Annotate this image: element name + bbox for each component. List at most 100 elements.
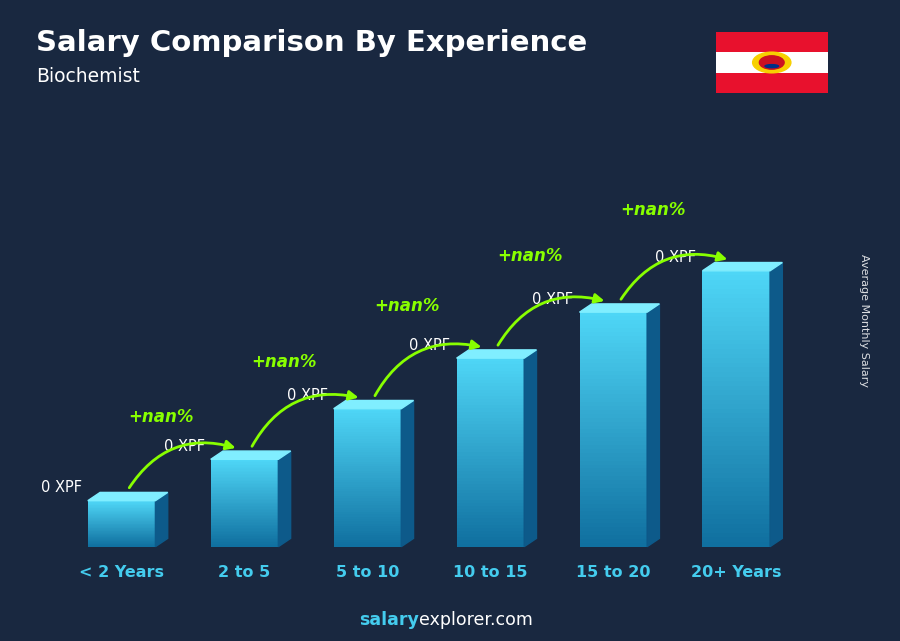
Bar (456, 367, 524, 370)
Bar (334, 429, 401, 432)
Text: +nan%: +nan% (128, 408, 194, 426)
Polygon shape (580, 304, 660, 312)
Bar (702, 492, 770, 496)
Bar (334, 517, 401, 519)
Bar (580, 331, 647, 336)
Bar (580, 504, 647, 508)
Bar (88, 512, 156, 513)
Bar (211, 462, 278, 463)
Bar (211, 504, 278, 506)
Bar (580, 496, 647, 500)
Bar (456, 525, 524, 528)
Bar (456, 358, 524, 362)
Bar (702, 308, 770, 312)
Bar (334, 531, 401, 533)
Bar (334, 470, 401, 473)
Bar (88, 511, 156, 512)
Bar (456, 534, 524, 537)
Bar (456, 396, 524, 399)
Bar (211, 523, 278, 525)
Bar (716, 53, 828, 72)
Bar (334, 445, 401, 448)
Bar (702, 496, 770, 501)
Bar (88, 521, 156, 522)
Bar (702, 285, 770, 289)
Bar (456, 468, 524, 471)
Text: Average Monthly Salary: Average Monthly Salary (859, 254, 869, 387)
Bar (88, 536, 156, 537)
Bar (88, 509, 156, 510)
Bar (334, 415, 401, 418)
Bar (580, 457, 647, 461)
Bar (456, 399, 524, 402)
Bar (88, 519, 156, 520)
Bar (702, 276, 770, 280)
Polygon shape (524, 350, 536, 547)
Polygon shape (401, 401, 414, 547)
Bar (580, 535, 647, 539)
Bar (456, 531, 524, 534)
Bar (702, 524, 770, 528)
Bar (456, 462, 524, 465)
Bar (334, 420, 401, 422)
Bar (211, 490, 278, 492)
Bar (580, 379, 647, 383)
Text: Biochemist: Biochemist (36, 67, 140, 87)
Bar (456, 405, 524, 408)
Bar (580, 515, 647, 519)
Bar (334, 519, 401, 521)
Bar (456, 453, 524, 456)
Bar (580, 324, 647, 328)
Bar (88, 510, 156, 511)
Bar (334, 526, 401, 528)
Bar (334, 441, 401, 443)
Bar (211, 520, 278, 522)
Text: 0 XPF: 0 XPF (655, 250, 697, 265)
Bar (456, 478, 524, 481)
Bar (702, 321, 770, 326)
Bar (456, 440, 524, 443)
Bar (702, 482, 770, 487)
Bar (334, 438, 401, 441)
Bar (580, 312, 647, 316)
Text: 0 XPF: 0 XPF (410, 338, 450, 353)
Bar (580, 461, 647, 465)
Bar (456, 408, 524, 412)
Bar (88, 545, 156, 546)
Bar (211, 474, 278, 476)
Bar (88, 523, 156, 524)
Bar (334, 510, 401, 512)
Bar (702, 478, 770, 482)
Bar (88, 531, 156, 532)
Bar (580, 418, 647, 422)
Bar (334, 544, 401, 547)
Bar (334, 503, 401, 505)
Bar (702, 454, 770, 460)
Bar (88, 516, 156, 517)
Bar (334, 492, 401, 494)
Bar (702, 280, 770, 285)
Bar (580, 531, 647, 535)
Bar (702, 450, 770, 454)
Bar (702, 303, 770, 308)
Bar (456, 506, 524, 509)
Bar (456, 484, 524, 487)
Bar (456, 503, 524, 506)
Bar (88, 530, 156, 531)
Bar (211, 499, 278, 500)
Bar (456, 362, 524, 365)
Bar (88, 507, 156, 508)
Bar (456, 509, 524, 512)
Bar (211, 509, 278, 510)
Bar (334, 413, 401, 415)
Bar (702, 331, 770, 335)
Bar (334, 411, 401, 413)
Bar (211, 501, 278, 503)
Bar (334, 485, 401, 487)
Bar (211, 525, 278, 526)
Bar (702, 441, 770, 445)
Bar (702, 294, 770, 298)
Bar (456, 544, 524, 547)
Bar (211, 463, 278, 465)
Bar (211, 532, 278, 533)
